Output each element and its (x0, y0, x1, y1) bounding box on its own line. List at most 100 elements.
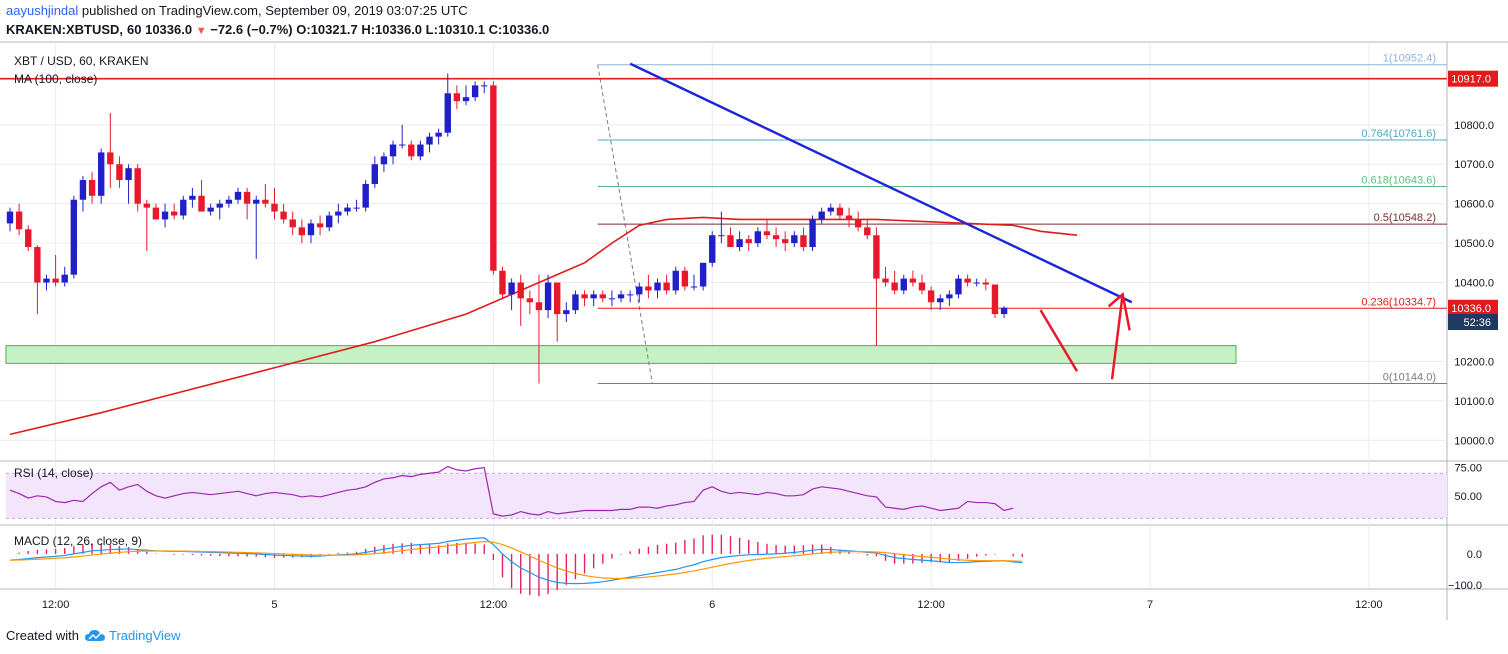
macd-signal-line (9, 540, 1023, 580)
candle-body (462, 97, 470, 102)
candle-body (754, 231, 762, 244)
candle (289, 211, 296, 236)
candle-body (554, 282, 561, 315)
candle (736, 231, 743, 251)
candle (891, 270, 898, 295)
price-tick-label: 10100.0 (1454, 396, 1494, 408)
candle-body (909, 278, 917, 283)
fib-level-label: 1(10952.4) (1383, 53, 1436, 65)
candle (271, 187, 278, 220)
candle-body (499, 270, 506, 295)
candle (453, 85, 461, 110)
symbol: KRAKEN:XBTUSD, (6, 22, 123, 37)
candle (79, 176, 87, 212)
candle (818, 207, 825, 224)
candle (663, 274, 670, 295)
candle-body (61, 274, 68, 283)
candle-body (791, 235, 798, 244)
candle-body (955, 278, 962, 295)
candle (864, 219, 871, 240)
candle-body (946, 294, 953, 299)
candle-body (353, 207, 360, 209)
chart-marks: 10917.0 10336.0 52:36 (6, 62, 1498, 597)
candle-body (517, 282, 524, 299)
candle-body (408, 144, 415, 157)
candle-body (535, 302, 543, 311)
candle (88, 172, 96, 204)
close-value: 10336.0 (502, 22, 550, 37)
candle (535, 274, 543, 384)
candle (143, 199, 150, 251)
candle (654, 278, 661, 299)
tradingview-brand[interactable]: TradingView (108, 628, 181, 643)
candle (845, 207, 853, 228)
high-value: 10336.0 (375, 22, 423, 37)
price-tick-label: 10200.0 (1454, 356, 1494, 368)
macd-tick-label: 0.0 (1467, 549, 1482, 561)
macd-tick-label: −100.0 (1448, 580, 1482, 592)
candle-body (490, 85, 497, 271)
candle (61, 266, 68, 287)
candle-body (590, 294, 597, 299)
time-tick-label: 12:00 (917, 599, 945, 611)
support-zone (5, 345, 1237, 364)
candle (918, 274, 926, 295)
author-link[interactable]: aayushjindal (6, 3, 79, 18)
annotation-arrowhead (1107, 292, 1131, 331)
candle-body (800, 235, 807, 248)
candle-body (937, 298, 944, 303)
candle (462, 85, 470, 106)
candle-body (663, 282, 670, 291)
candle (107, 112, 114, 188)
candle-body (362, 183, 369, 208)
candle-body (827, 207, 834, 212)
candle (937, 294, 944, 311)
candle (517, 274, 524, 326)
candle-body (617, 294, 625, 299)
candle (827, 203, 834, 216)
price-badge (1448, 70, 1498, 87)
candle-body (170, 211, 178, 216)
candle (152, 203, 160, 220)
rsi-line (9, 465, 1014, 517)
candle (572, 290, 579, 315)
fib-level-label: 0.236(10334.7) (1361, 296, 1436, 308)
candle-body (672, 270, 679, 291)
annotation-up-arrow (1110, 294, 1124, 380)
candle-body (161, 211, 169, 220)
price-badge (1448, 313, 1498, 330)
candle (389, 140, 397, 165)
legend-rsi: RSI (14, close) (14, 466, 93, 480)
candle-body (271, 203, 278, 212)
candle (955, 274, 962, 299)
candle-body (690, 286, 698, 288)
candle-body (636, 286, 643, 295)
candle (189, 187, 196, 208)
price-tick-label: 10400.0 (1454, 278, 1494, 290)
candle (6, 207, 14, 232)
candle-body (326, 215, 333, 228)
publish-header: aayushjindal published on TradingView.co… (6, 3, 468, 18)
candle-body (125, 168, 132, 181)
candle (170, 203, 178, 220)
published-text: published on TradingView.com, September … (81, 3, 468, 18)
created-with-text: Created with (6, 628, 79, 643)
candle-body (34, 247, 41, 283)
candle-body (444, 93, 451, 133)
candle-body (681, 270, 689, 287)
candle (280, 203, 287, 224)
candle-body (15, 211, 23, 230)
candle (43, 274, 50, 291)
time-tick-label: 12:00 (480, 599, 508, 611)
candle-body (654, 282, 661, 291)
candle (398, 124, 406, 149)
candle-body (973, 282, 980, 284)
candle-body (481, 85, 488, 87)
descending-trend-line (629, 62, 1133, 304)
price-badge-label: 10336.0 (1451, 303, 1491, 315)
candle (353, 199, 360, 212)
candle (225, 195, 233, 208)
candle-body (727, 235, 734, 248)
price-change: −72.6 (−0.7%) (210, 22, 293, 37)
